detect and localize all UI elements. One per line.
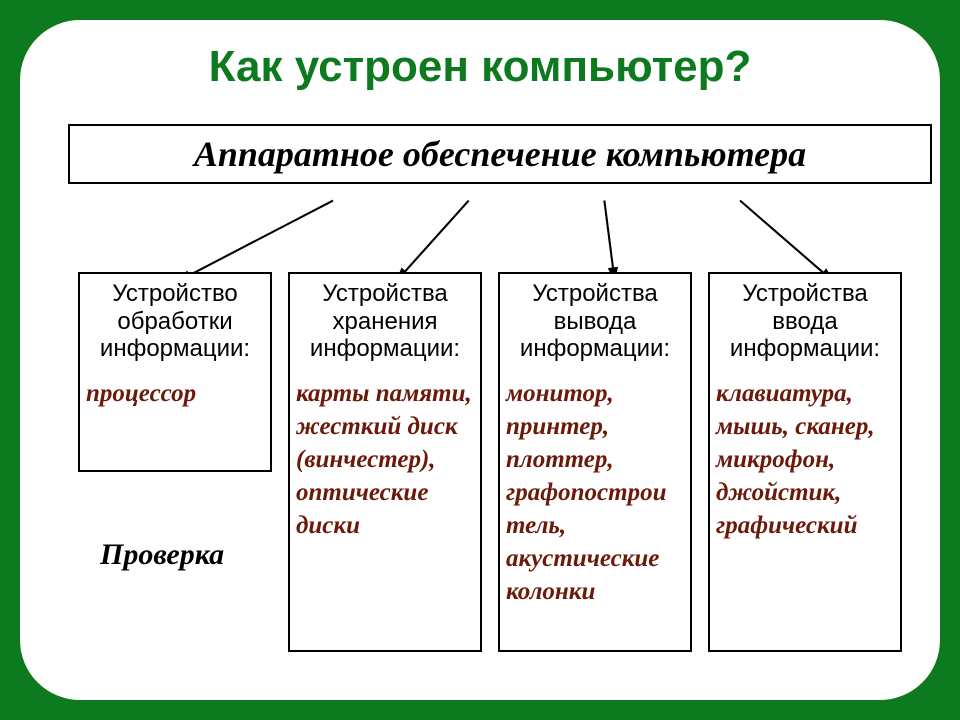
column-body: карты памяти,жесткий диск (винчестер), о… [296, 377, 474, 542]
column-head: Устройства вывода информации: [506, 280, 684, 363]
column-processing: Устройство обработки информации: процесс… [78, 272, 272, 472]
column-input: Устройства ввода информации: клавиатура,… [708, 272, 902, 652]
subtitle-box: Аппаратное обеспечение компьютера [68, 124, 932, 184]
check-label: Проверка [100, 538, 224, 572]
column-body: монитор,принтер,плоттер,графопостроитель… [506, 377, 684, 608]
column-body: клавиатура,мышь, сканер, микрофон, джойс… [716, 377, 894, 542]
column-storage: Устройства хранения информации: карты па… [288, 272, 482, 652]
slide-title: Как устроен компьютер? [20, 42, 940, 92]
column-head: Устройства хранения информации: [296, 280, 474, 363]
subtitle-text: Аппаратное обеспечение компьютера [194, 133, 806, 175]
column-body: процессор [86, 377, 264, 410]
column-output: Устройства вывода информации: монитор,пр… [498, 272, 692, 652]
column-head: Устройства ввода информации: [716, 280, 894, 363]
slide-card: Как устроен компьютер? Аппаратное обеспе… [20, 20, 940, 700]
column-head: Устройство обработки информации: [86, 280, 264, 363]
